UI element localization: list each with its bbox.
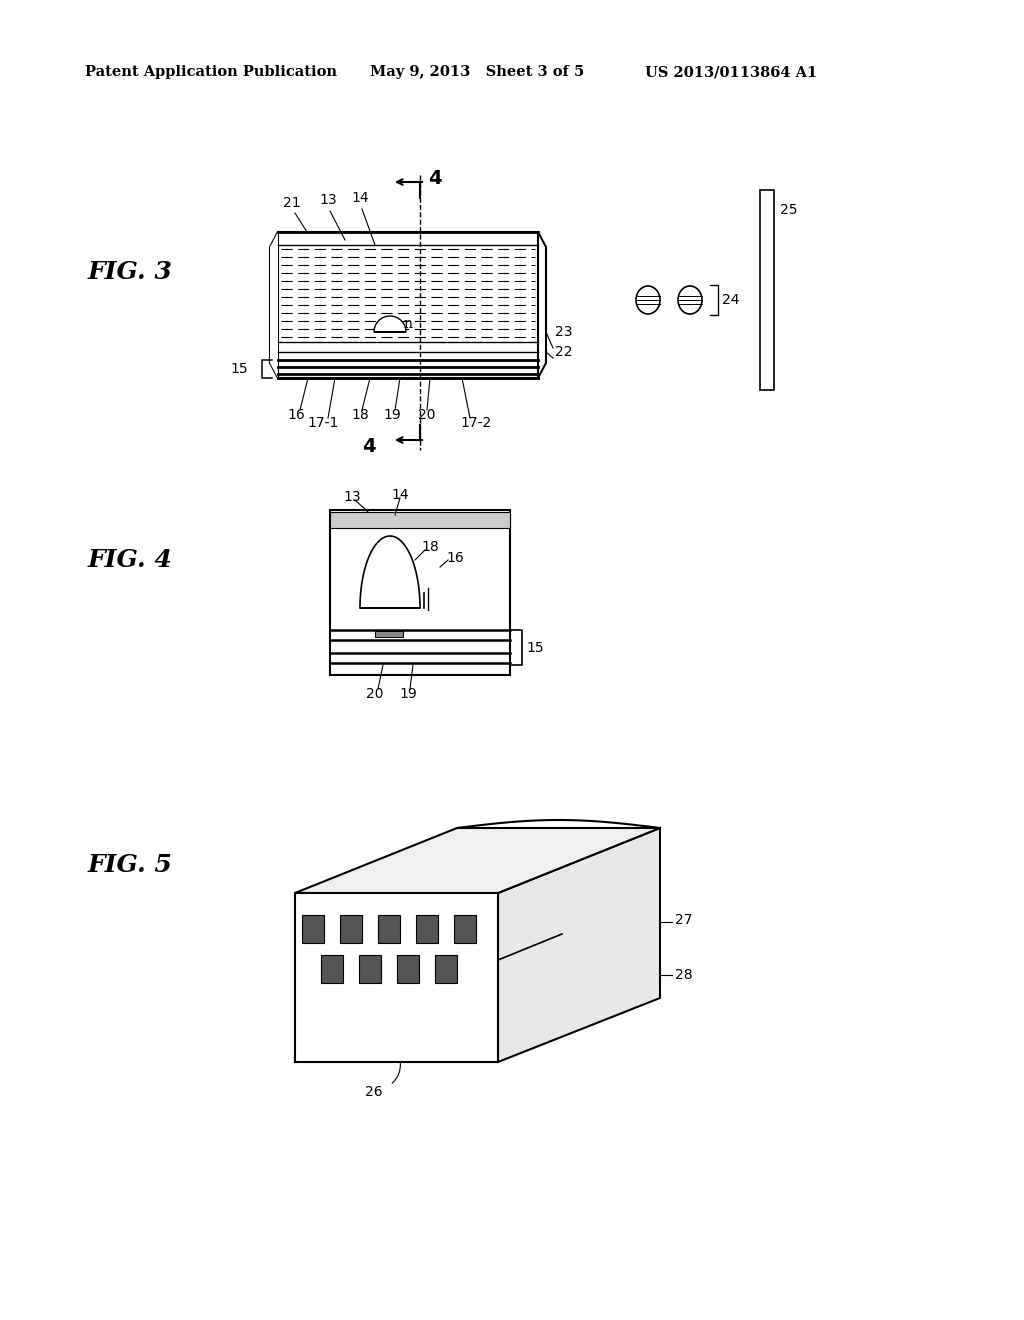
Text: 17-2: 17-2 <box>461 416 492 430</box>
Bar <box>340 915 362 942</box>
Text: 15: 15 <box>526 642 544 655</box>
Text: 20: 20 <box>367 686 384 701</box>
Text: 14: 14 <box>351 191 369 205</box>
Polygon shape <box>278 232 538 378</box>
Bar <box>321 954 343 983</box>
Text: 4: 4 <box>362 437 376 457</box>
Text: 17-1: 17-1 <box>307 416 339 430</box>
Bar <box>330 512 510 528</box>
Text: 20: 20 <box>418 408 436 422</box>
Text: Patent Application Publication: Patent Application Publication <box>85 65 337 79</box>
Text: 24: 24 <box>722 293 739 308</box>
Text: 18: 18 <box>421 540 439 554</box>
Text: n: n <box>403 317 413 331</box>
Text: US 2013/0113864 A1: US 2013/0113864 A1 <box>645 65 817 79</box>
Polygon shape <box>295 828 660 894</box>
Polygon shape <box>360 536 420 609</box>
Text: 26: 26 <box>365 1085 383 1100</box>
Polygon shape <box>498 828 660 1063</box>
Bar <box>302 915 324 942</box>
Text: 27: 27 <box>675 913 692 927</box>
Polygon shape <box>295 894 498 1063</box>
Text: 28: 28 <box>675 968 692 982</box>
Text: 16: 16 <box>287 408 305 422</box>
Text: 13: 13 <box>343 490 360 504</box>
Polygon shape <box>270 232 278 378</box>
Polygon shape <box>374 315 406 333</box>
Text: 15: 15 <box>230 362 248 376</box>
Text: 14: 14 <box>391 488 409 502</box>
Bar <box>359 954 381 983</box>
Text: 18: 18 <box>351 408 369 422</box>
Text: 21: 21 <box>284 195 301 210</box>
Text: May 9, 2013   Sheet 3 of 5: May 9, 2013 Sheet 3 of 5 <box>370 65 585 79</box>
Bar <box>435 954 457 983</box>
Text: 13: 13 <box>319 193 337 207</box>
Text: FIG. 5: FIG. 5 <box>88 853 173 876</box>
Bar <box>375 631 403 638</box>
Bar <box>416 915 438 942</box>
Text: 16: 16 <box>446 550 464 565</box>
Bar <box>397 954 419 983</box>
Bar <box>760 190 774 389</box>
Text: 19: 19 <box>399 686 417 701</box>
Bar <box>454 915 476 942</box>
Text: 23: 23 <box>555 325 572 339</box>
Text: FIG. 4: FIG. 4 <box>88 548 173 572</box>
Text: 22: 22 <box>555 345 572 359</box>
Text: 4: 4 <box>428 169 441 187</box>
Bar <box>378 915 400 942</box>
Text: FIG. 3: FIG. 3 <box>88 260 173 284</box>
Text: 19: 19 <box>383 408 400 422</box>
Text: 25: 25 <box>780 203 798 216</box>
Bar <box>330 510 510 675</box>
